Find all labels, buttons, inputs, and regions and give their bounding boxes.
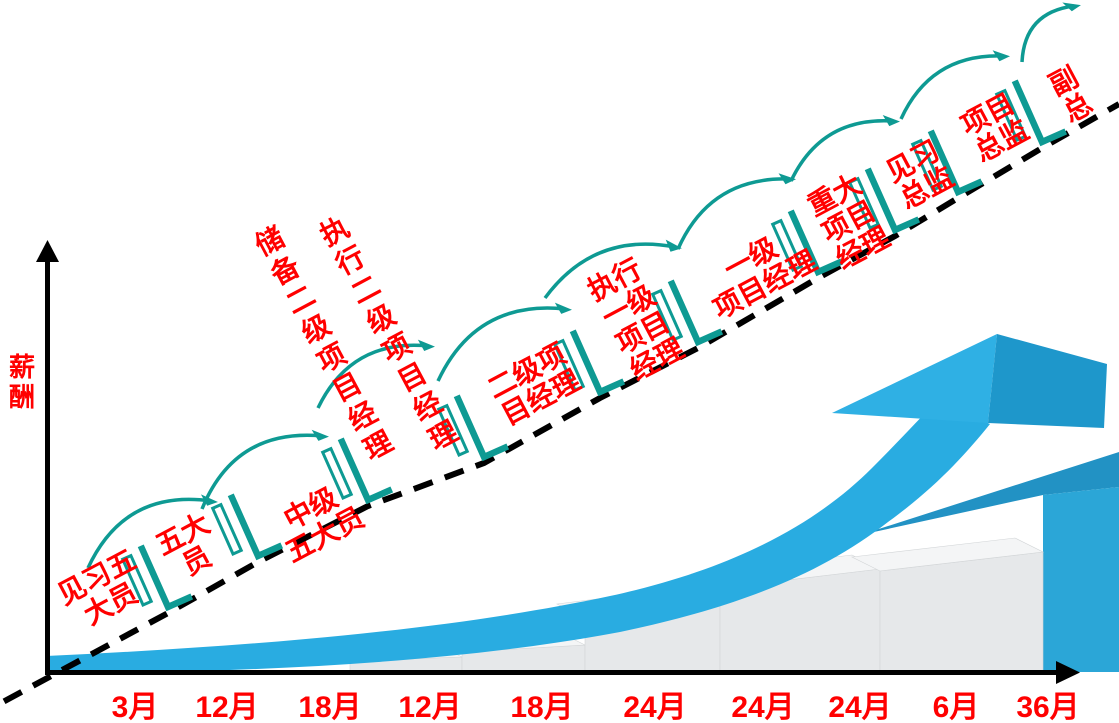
- arc-curve: [543, 242, 676, 300]
- growth-arrowhead-facet: [988, 334, 1107, 428]
- bracket-icon: [210, 493, 284, 561]
- milestone-bracket: [906, 114, 995, 214]
- x-axis-tick-label: 6月: [932, 691, 980, 723]
- milestone-bracket: [116, 529, 205, 629]
- arc-arrowhead-icon: [200, 494, 218, 506]
- milestone-bracket: [432, 379, 521, 479]
- x-axis-tick-label: 24月: [623, 691, 687, 723]
- x-axis-tick-label: 12月: [398, 691, 462, 723]
- stair-step-blue: [1043, 487, 1119, 672]
- milestone-bracket: [316, 422, 405, 522]
- x-axis-tick-label: 12月: [195, 691, 259, 723]
- stair-step-top: [850, 537, 1045, 572]
- x-axis-arrowhead: [1056, 661, 1080, 684]
- bracket-icon: [847, 167, 921, 235]
- arc-curve: [316, 343, 429, 409]
- arc-arrowhead-icon: [417, 339, 435, 351]
- arc-arrowhead-icon: [992, 50, 1010, 62]
- bracket-icon: [552, 329, 626, 397]
- bracket-icon: [910, 129, 984, 197]
- arc-arrowhead-icon: [1062, 2, 1081, 12]
- arc-curve: [200, 433, 323, 510]
- bracket-icon: [320, 437, 394, 505]
- x-axis-tick-label: 18月: [298, 691, 362, 723]
- y-axis-label: 薪酬: [8, 352, 35, 412]
- milestone-bracket: [548, 314, 637, 414]
- stair-step-blue-top: [860, 452, 1119, 535]
- x-axis-line: [45, 670, 1058, 675]
- arc-arrowhead-icon: [554, 302, 572, 314]
- arc-curve: [899, 54, 1004, 120]
- arc-arrowhead-icon: [311, 429, 329, 441]
- bracket-icon: [770, 209, 844, 277]
- milestone-bracket: [206, 478, 295, 578]
- arc-curve: [86, 497, 212, 569]
- arc-curve: [1020, 4, 1075, 63]
- x-axis-tick-label: 18月: [510, 691, 574, 723]
- dashed-trend-line: [0, 101, 1119, 707]
- arc-arrowhead-icon: [882, 114, 900, 127]
- bracket-icon: [436, 394, 510, 462]
- growth-arrowhead: [832, 334, 997, 423]
- x-axis-tick-label: 36月: [1016, 691, 1080, 723]
- x-axis-tick-label: 3月: [111, 691, 159, 723]
- arc-curve: [676, 177, 790, 250]
- milestone-bracket: [990, 64, 1079, 164]
- arc-arrowhead-icon: [778, 173, 796, 185]
- y-axis-arrowhead: [36, 240, 59, 262]
- growth-swoosh: [46, 400, 990, 674]
- arc-curve: [436, 306, 566, 382]
- milestone-bracket: [766, 194, 855, 294]
- milestone-bracket: [646, 264, 735, 364]
- milestone-bracket: [843, 152, 932, 252]
- y-axis-line: [45, 256, 50, 674]
- bracket-icon: [994, 79, 1068, 147]
- x-axis-tick-label: 24月: [828, 691, 892, 723]
- arc-curve: [789, 118, 894, 182]
- x-axis-tick-label: 24月: [731, 691, 795, 723]
- bracket-icon: [650, 279, 724, 347]
- bracket-icon: [120, 544, 194, 612]
